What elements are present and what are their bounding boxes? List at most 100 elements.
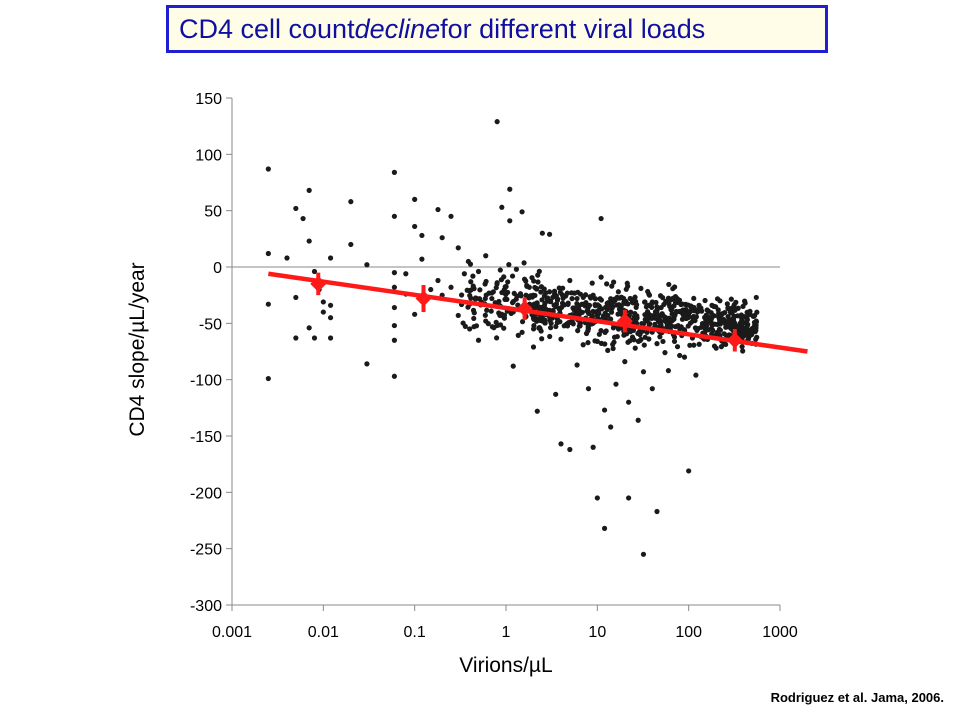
scatter-point <box>476 296 483 302</box>
scatter-point <box>311 268 318 275</box>
fit-line <box>268 271 808 354</box>
scatter-point <box>364 262 370 268</box>
scatter-point <box>666 281 672 288</box>
y-tick-label: -300 <box>190 598 222 615</box>
scatter-point <box>749 325 755 332</box>
scatter-point <box>691 295 697 302</box>
scatter-point <box>494 119 500 125</box>
scatter-point <box>601 525 608 531</box>
scatter-point <box>568 290 575 296</box>
scatter-point <box>681 354 688 360</box>
scatter-point <box>753 294 759 301</box>
scatter-point <box>694 327 700 333</box>
scatter-point <box>609 299 615 305</box>
scatter-point <box>745 336 751 342</box>
scatter-point <box>694 309 701 315</box>
scatter-point <box>539 230 545 236</box>
scatter-point <box>529 275 535 281</box>
scatter-point <box>504 296 510 302</box>
scatter-point <box>610 325 617 331</box>
scatter-point <box>521 276 528 282</box>
scatter-point <box>673 309 680 315</box>
scatter-point <box>507 218 513 224</box>
scatter-point <box>467 261 474 267</box>
scatter-point <box>644 310 651 316</box>
scatter-point <box>577 320 583 326</box>
scatter-point <box>435 277 441 284</box>
scatter-point <box>652 321 658 327</box>
scatter-point <box>709 302 715 308</box>
scatter-point <box>644 329 650 335</box>
scatter-point <box>598 297 604 303</box>
scatter-point <box>306 325 312 331</box>
scatter-point <box>747 308 753 314</box>
scatter-point <box>391 304 398 311</box>
scatter-point <box>496 310 502 316</box>
scatter-point <box>546 289 553 295</box>
scatter-point <box>265 375 271 382</box>
scatter-point <box>753 336 759 343</box>
scatter-point <box>535 279 541 285</box>
y-tick-label: 50 <box>204 204 222 221</box>
scatter-point <box>391 213 398 219</box>
scatter-point <box>657 293 664 299</box>
scatter-point <box>497 322 504 328</box>
scatter-point <box>634 313 640 319</box>
scatter-point <box>306 187 312 193</box>
y-tick-label: 0 <box>213 260 222 277</box>
scatter-point <box>538 314 545 320</box>
scatter-point <box>536 268 542 274</box>
scatter-point <box>505 289 511 296</box>
scatter-point <box>598 274 604 280</box>
scatter-point <box>615 326 622 332</box>
scatter-point <box>618 294 625 300</box>
scatter-point <box>471 315 477 322</box>
scatter-point <box>605 347 611 353</box>
scatter-point <box>723 319 729 325</box>
scatter-point <box>623 286 629 292</box>
scatter-point <box>610 303 616 310</box>
scatter-point <box>553 391 559 397</box>
scatter-point <box>623 298 629 305</box>
scatter-point <box>499 204 505 210</box>
scatter-point <box>726 332 732 338</box>
scatter-point <box>477 287 483 293</box>
scatter-point <box>532 292 538 299</box>
scatter-point <box>603 328 609 334</box>
scatter-point <box>547 317 553 324</box>
scatter-point <box>564 290 570 296</box>
scatter-point <box>507 186 513 192</box>
scatter-point <box>547 299 554 305</box>
scatter-point <box>654 508 660 515</box>
scatter-point <box>709 321 715 327</box>
scatter-point <box>547 325 554 331</box>
x-tick-label: 1 <box>502 624 511 641</box>
scatter-point <box>705 314 711 320</box>
scatter-point <box>632 319 638 325</box>
x-tick-label: 0.1 <box>404 624 426 641</box>
scatter-point <box>710 327 716 333</box>
scatter-point <box>543 290 549 296</box>
scatter-point <box>682 312 688 318</box>
scatter-point <box>733 299 739 305</box>
scatter-point <box>484 307 490 313</box>
scatter-point <box>654 341 660 347</box>
scatter-point <box>482 312 488 318</box>
scatter-point <box>739 344 745 350</box>
scatter-point <box>637 337 643 344</box>
scatter-point <box>609 283 615 289</box>
scatter-point <box>293 335 299 341</box>
scatter-point <box>501 325 507 331</box>
scatter-point <box>711 343 718 349</box>
scatter-point <box>556 285 562 291</box>
scatter-point <box>674 344 681 350</box>
scatter-point <box>586 302 593 308</box>
scatter-point <box>587 294 593 300</box>
scatter-point <box>608 309 615 315</box>
scatter-point <box>560 295 566 301</box>
scatter-point <box>464 287 470 293</box>
scatter-point <box>483 253 489 259</box>
scatter-point <box>327 315 334 321</box>
y-tick-label: -200 <box>190 485 222 502</box>
scatter-point <box>642 299 648 305</box>
